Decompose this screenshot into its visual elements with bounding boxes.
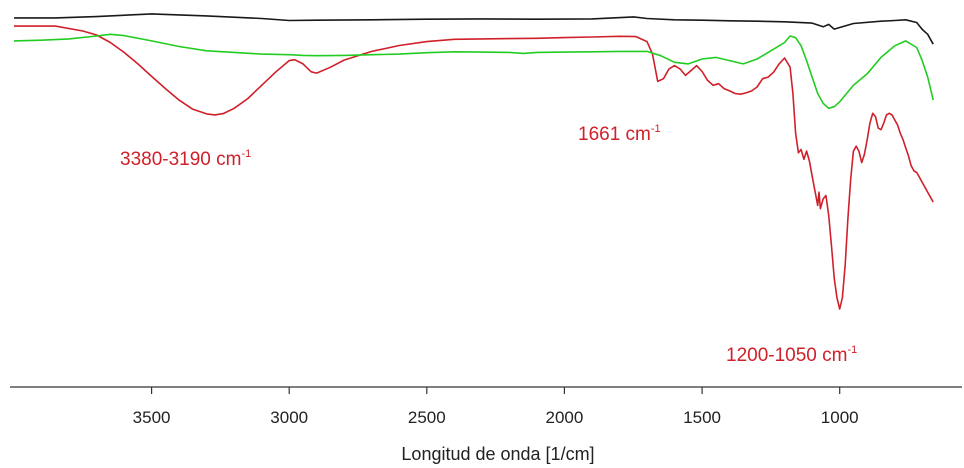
- x-tick-label-2000: 2000: [545, 408, 583, 427]
- annotation-co-band: 1200-1050 cm-1: [726, 344, 857, 366]
- annotation-oh-band-text: 3380-3190 cm: [120, 149, 241, 170]
- annotation-carbonyl-band-text: 1661 cm: [578, 124, 651, 145]
- x-tick-label-1000: 1000: [821, 408, 859, 427]
- annotation-co-band-sup: -1: [847, 344, 857, 356]
- x-tick-label-3000: 3000: [270, 408, 308, 427]
- series-layer: [13, 13, 934, 310]
- x-tick-label-1500: 1500: [683, 408, 721, 427]
- x-tick-label-3500: 3500: [133, 408, 171, 427]
- annotation-carbonyl-band-sup: -1: [651, 123, 661, 135]
- x-ticks: 3500 3000 2500 2000 1500 1000: [133, 387, 859, 427]
- annotation-oh-band: 3380-3190 cm-1: [120, 148, 251, 170]
- spectrum-red-line: [14, 25, 934, 310]
- x-tick-label-2500: 2500: [408, 408, 446, 427]
- spectrum-green-line: [13, 33, 934, 110]
- annotation-oh-band-sup: -1: [241, 148, 251, 160]
- annotation-co-band-text: 1200-1050 cm: [726, 345, 847, 366]
- annotation-carbonyl-band: 1661 cm-1: [578, 123, 661, 145]
- spectrum-black-line: [14, 13, 934, 45]
- x-axis-title: Longitud de onda [1/cm]: [401, 444, 594, 464]
